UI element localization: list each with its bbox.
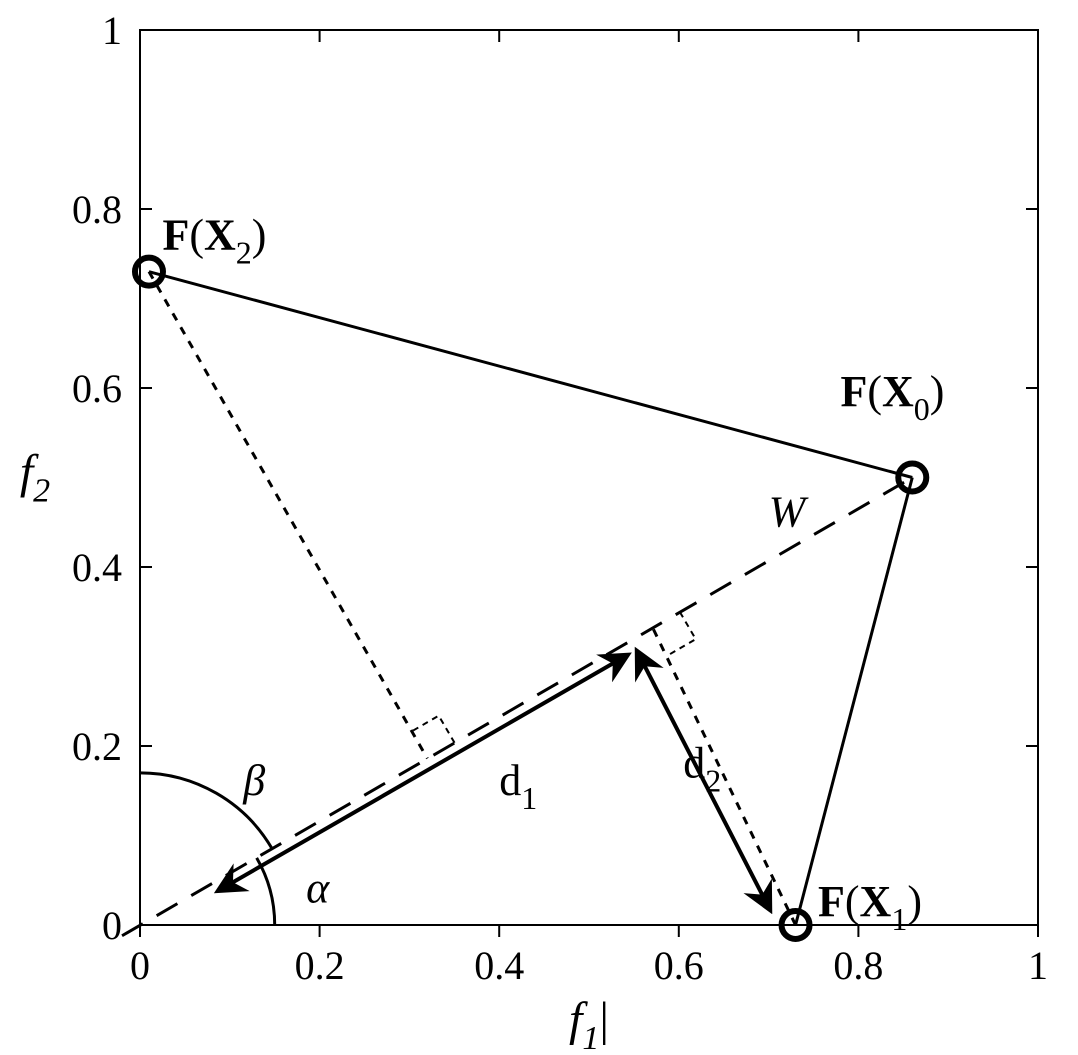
- d1-label: d1: [499, 756, 537, 816]
- y-ticks: 0 0.2 0.4 0.6 0.8 1: [72, 8, 1038, 948]
- svg-text:0: 0: [102, 903, 122, 948]
- perp-from-x1: [653, 628, 796, 925]
- svg-text:0.2: 0.2: [295, 943, 345, 988]
- svg-text:1: 1: [102, 8, 122, 53]
- edge-x0-x1: [796, 478, 913, 926]
- right-angle-marker-x1: [669, 612, 696, 655]
- label-f-x1: F(X1): [818, 877, 922, 937]
- y-axis-label: f2: [20, 446, 50, 510]
- svg-text:0: 0: [130, 943, 150, 988]
- svg-text:0.6: 0.6: [72, 366, 122, 411]
- d1-arrow: [221, 657, 625, 890]
- label-f-x2: F(X2): [162, 210, 266, 270]
- edge-x0-x2: [149, 272, 912, 478]
- x-axis-label: f1|: [569, 993, 609, 1055]
- axes-box: [140, 30, 1038, 925]
- w-label: W: [769, 488, 809, 537]
- alpha-label: α: [306, 864, 330, 913]
- svg-text:0.8: 0.8: [72, 187, 122, 232]
- beta-label: β: [242, 756, 265, 805]
- svg-text:0.4: 0.4: [72, 545, 122, 590]
- w-direction-line: [122, 478, 912, 936]
- svg-text:0.4: 0.4: [474, 943, 524, 988]
- svg-text:0.8: 0.8: [833, 943, 883, 988]
- svg-text:0.6: 0.6: [654, 943, 704, 988]
- label-f-x0: F(X0): [840, 367, 944, 427]
- svg-text:0.2: 0.2: [72, 724, 122, 769]
- right-angle-marker-x2: [412, 716, 455, 743]
- d2-label: d2: [683, 738, 721, 798]
- svg-text:1: 1: [1028, 943, 1048, 988]
- diagram-figure: 0 0.2 0.4 0.6 0.8 1 0 0.2 0.4 0.6 0.8 1 f1| f2 W α…: [0, 0, 1078, 1055]
- perp-from-x2: [149, 272, 427, 759]
